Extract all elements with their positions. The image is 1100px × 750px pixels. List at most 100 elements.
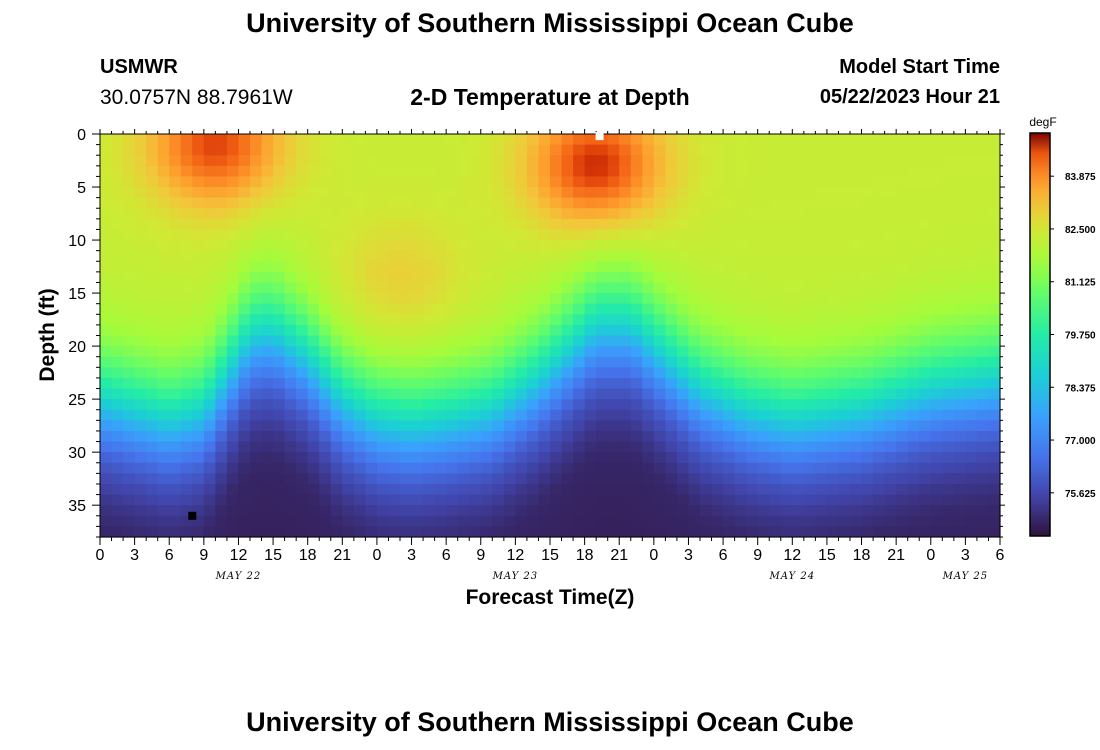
heatmap-cell (861, 356, 874, 368)
heatmap-cell (596, 377, 609, 390)
heatmap-cell (815, 282, 828, 294)
heatmap-cell (803, 155, 816, 167)
heatmap-cell (423, 526, 436, 538)
heatmap-cell (250, 494, 263, 506)
heatmap-cell (365, 483, 378, 496)
heatmap-cell (123, 240, 136, 252)
heatmap-cell (192, 176, 205, 188)
heatmap-cell (400, 430, 413, 443)
heatmap-cell (584, 144, 597, 156)
heatmap-cell (930, 176, 943, 188)
heatmap-cell (642, 271, 655, 284)
heatmap-cell (492, 473, 505, 485)
heatmap-cell (203, 324, 216, 337)
heatmap-cell (734, 526, 747, 538)
heatmap-cell (965, 293, 978, 305)
heatmap-cell (792, 187, 805, 199)
heatmap-cell (365, 271, 378, 284)
heatmap-cell (838, 409, 851, 421)
heatmap-cell (250, 314, 263, 326)
heatmap-cell (284, 462, 297, 474)
heatmap-cell (411, 165, 424, 178)
heatmap-cell (353, 282, 366, 294)
heatmap-cell (723, 377, 736, 390)
heatmap-cell (123, 420, 136, 432)
heatmap-cell (503, 377, 516, 390)
heatmap-cell (850, 346, 863, 358)
heatmap-cell (388, 197, 401, 209)
heatmap-cell (330, 367, 343, 379)
heatmap-cell (180, 526, 193, 538)
heatmap-cell (884, 155, 897, 167)
heatmap-cell (192, 282, 205, 294)
heatmap-cell (607, 303, 620, 315)
heatmap-cell (215, 208, 228, 220)
heatmap-cell (746, 261, 759, 273)
heatmap-cell (538, 346, 551, 358)
heatmap-cell (284, 441, 297, 453)
heatmap-cell (815, 526, 828, 538)
heatmap-cell (503, 282, 516, 294)
heatmap-cell (896, 346, 909, 358)
heatmap-cell (930, 430, 943, 443)
heatmap-cell (642, 144, 655, 156)
heatmap-cell (930, 303, 943, 315)
heatmap-cell (400, 144, 413, 156)
heatmap-cell (665, 303, 678, 315)
heatmap-cell (157, 261, 170, 273)
heatmap-cell (584, 134, 597, 146)
heatmap-cell (261, 399, 274, 411)
heatmap-cell (803, 197, 816, 209)
heatmap-cell (573, 144, 586, 156)
heatmap-cell (884, 494, 897, 506)
heatmap-cell (215, 483, 228, 496)
heatmap-cell (330, 324, 343, 337)
heatmap-cell (850, 134, 863, 146)
heatmap-cell (457, 367, 470, 379)
heatmap-cell (503, 314, 516, 326)
heatmap-cell (573, 271, 586, 284)
heatmap-cell (988, 261, 1001, 273)
heatmap-cell (388, 282, 401, 294)
heatmap-cell (284, 430, 297, 443)
heatmap-cell (250, 282, 263, 294)
heatmap-cell (100, 293, 113, 305)
heatmap-cell (180, 515, 193, 527)
heatmap-cell (873, 441, 886, 453)
heatmap-cell (469, 218, 482, 231)
heatmap-cell (815, 261, 828, 273)
heatmap-cell (353, 420, 366, 432)
heatmap-cell (803, 515, 816, 527)
heatmap-cell (134, 197, 147, 209)
colorbar-units: degF (1029, 115, 1056, 129)
heatmap-cell (700, 526, 713, 538)
heatmap-cell (792, 208, 805, 220)
heatmap-cell (180, 356, 193, 368)
heatmap-cell (769, 441, 782, 453)
heatmap-cell (676, 515, 690, 527)
heatmap-cell (976, 346, 990, 358)
heatmap-cell (388, 473, 401, 485)
heatmap-cell (307, 526, 320, 538)
heatmap-cell (446, 526, 459, 538)
heatmap-cell (942, 134, 955, 146)
heatmap-cell (907, 505, 920, 517)
heatmap-cell (953, 473, 966, 485)
heatmap-cell (411, 515, 424, 527)
y-tick-label: 20 (68, 339, 86, 356)
heatmap-cell (192, 483, 205, 496)
heatmap-cell (388, 483, 401, 496)
heatmap-cell (734, 494, 747, 506)
heatmap-cell (100, 176, 113, 188)
heatmap-cell (203, 462, 216, 474)
heatmap-cell (307, 155, 320, 167)
heatmap-cell (780, 208, 793, 220)
heatmap-cell (896, 197, 909, 209)
heatmap-cell (238, 452, 251, 464)
heatmap-cell (792, 218, 805, 231)
heatmap-cell (284, 208, 297, 220)
heatmap-cell (434, 282, 447, 294)
heatmap-cell (157, 134, 170, 146)
heatmap-cell (330, 399, 343, 411)
heatmap-cell (250, 420, 263, 432)
